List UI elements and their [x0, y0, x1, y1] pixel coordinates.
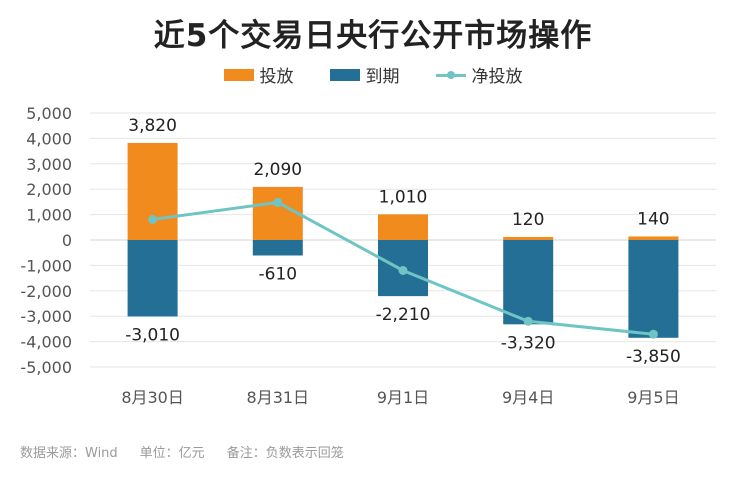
bar-injection: [503, 236, 554, 240]
legend-label-injection: 投放: [259, 67, 294, 87]
y-tick-label: 0: [62, 231, 72, 250]
data-label-injection: 120: [512, 210, 544, 230]
footer-unit: 单位：亿元: [139, 446, 205, 461]
bar-maturity: [252, 240, 303, 256]
data-label-maturity: -2,210: [376, 305, 431, 325]
x-tick-label: 9月4日: [502, 388, 554, 407]
footer-source: 数据来源：Wind: [20, 446, 118, 461]
footer: 数据来源：Wind 单位：亿元 备注：负数表示回笼: [20, 442, 366, 461]
y-tick-label: -2,000: [20, 282, 72, 301]
y-tick-label: -1,000: [20, 256, 72, 275]
net-injection-point: [273, 197, 283, 207]
data-label-injection: 1,010: [379, 187, 428, 207]
data-label-maturity: -3,010: [125, 325, 180, 345]
data-label-maturity: -3,320: [501, 333, 556, 353]
y-tick-label: 5,000: [26, 104, 72, 123]
y-tick-label: -3,000: [20, 307, 72, 326]
bar-maturity: [628, 240, 679, 338]
y-tick-label: -4,000: [20, 333, 72, 352]
legend-item-net-injection[interactable]: 净投放: [435, 62, 523, 87]
legend: 投放 到期 净投放: [0, 62, 746, 87]
y-tick-label: 3,000: [26, 155, 72, 174]
y-tick-label: 2,000: [26, 180, 72, 199]
x-tick-label: 8月30日: [121, 388, 184, 407]
net-injection-point: [523, 316, 533, 326]
y-tick-label: 4,000: [26, 129, 72, 148]
x-tick-label: 9月5日: [627, 388, 679, 407]
y-tick-label: 1,000: [26, 206, 72, 225]
legend-label-maturity: 到期: [365, 67, 400, 87]
y-tick-label: -5,000: [20, 358, 72, 377]
data-label-injection: 2,090: [253, 160, 302, 180]
legend-label-net-injection: 净投放: [471, 67, 523, 87]
data-label-maturity: -610: [259, 264, 298, 284]
bar-injection: [252, 186, 303, 240]
x-tick-label: 8月31日: [247, 388, 310, 407]
legend-swatch-net-injection: [435, 69, 466, 81]
legend-item-maturity[interactable]: 到期: [329, 62, 400, 87]
legend-swatch-maturity: [329, 68, 360, 81]
data-label-injection: 140: [637, 209, 669, 229]
bar-maturity: [503, 240, 554, 325]
net-injection-point: [148, 214, 158, 224]
net-injection-point: [648, 329, 658, 339]
legend-swatch-injection: [223, 68, 254, 81]
bar-injection: [127, 142, 178, 240]
bar-injection: [378, 214, 428, 240]
bar-maturity: [127, 240, 178, 317]
data-label-maturity: -3,850: [626, 347, 681, 367]
x-tick-label: 9月1日: [377, 388, 429, 407]
legend-item-injection[interactable]: 投放: [223, 62, 294, 87]
footer-note: 备注：负数表示回笼: [226, 446, 344, 461]
bar-injection: [628, 236, 679, 240]
data-label-injection: 3,820: [128, 116, 177, 136]
net-injection-point: [398, 265, 408, 275]
chart-title: 近5个交易日央行公开市场操作: [153, 18, 593, 54]
